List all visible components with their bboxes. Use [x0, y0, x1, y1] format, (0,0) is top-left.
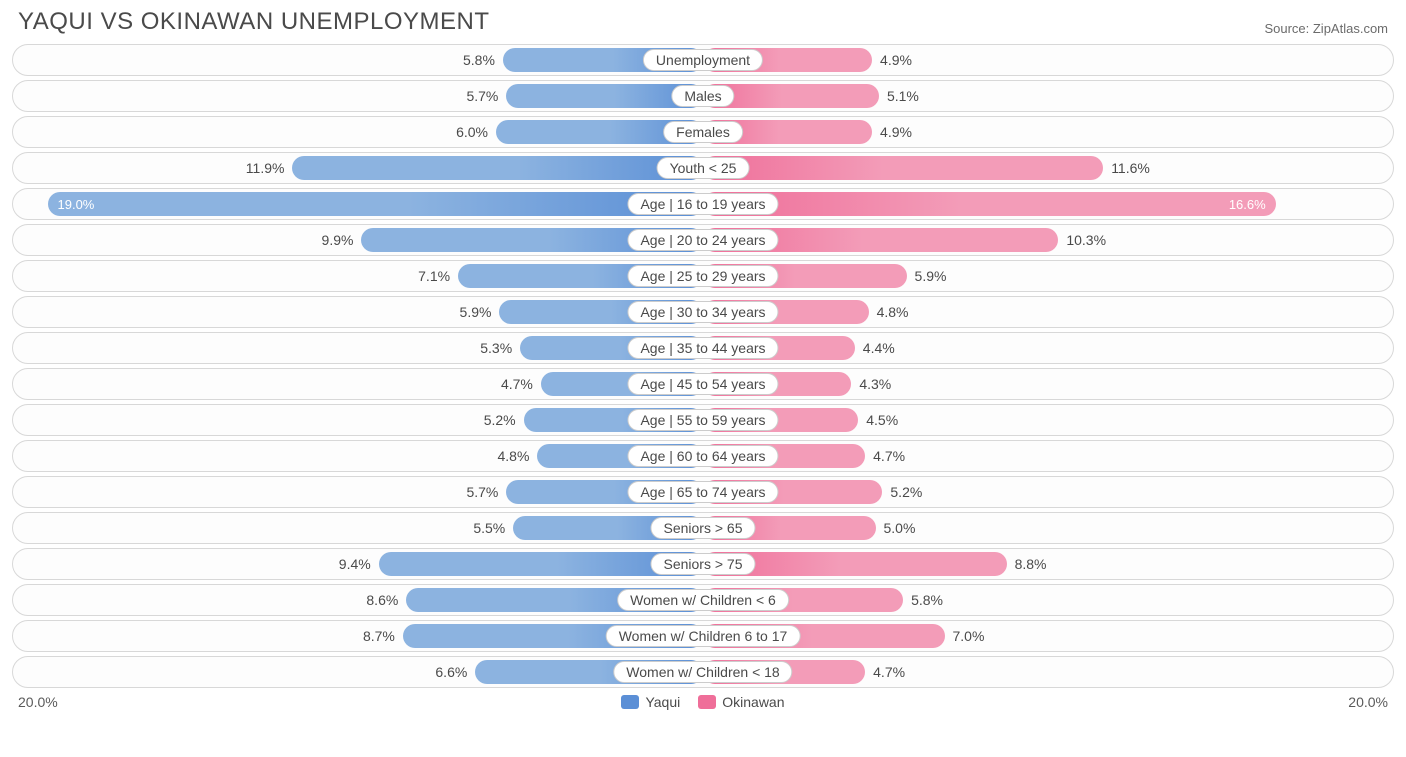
- bar-row: 9.9% 10.3% Age | 20 to 24 years: [12, 224, 1394, 256]
- axis-max-right: 20.0%: [1348, 694, 1388, 710]
- bar-row: 11.9%11.6%Youth < 25: [12, 152, 1394, 184]
- bar-row: 5.9% 4.8% Age | 30 to 34 years: [12, 296, 1394, 328]
- diverging-bar-chart: 5.8% 4.9% Unemployment 5.7% 5.1% Males 6.0% 4.9…: [12, 44, 1394, 688]
- bar-right-value: 4.9%: [872, 52, 912, 68]
- bar-right-value: 4.8%: [869, 304, 909, 320]
- bar-row: 5.5% 5.0% Seniors > 65: [12, 512, 1394, 544]
- category-label: Females: [663, 121, 743, 143]
- bar-left-value: 6.0%: [456, 124, 496, 140]
- bar-left: 11.9%: [292, 156, 703, 180]
- bar-right: 11.6%: [703, 156, 1103, 180]
- category-label: Age | 30 to 34 years: [627, 301, 778, 323]
- legend-swatch-right: [698, 695, 716, 709]
- bar-row: 6.6% 4.7% Women w/ Children < 18: [12, 656, 1394, 688]
- bar-right-value: 5.0%: [876, 520, 916, 536]
- bar-left-value: 9.4%: [339, 556, 379, 572]
- bar-left-value: 11.9%: [246, 160, 293, 176]
- bar-row: 5.2% 4.5% Age | 55 to 59 years: [12, 404, 1394, 436]
- bar-right-value: 5.1%: [879, 88, 919, 104]
- category-label: Seniors > 65: [651, 517, 756, 539]
- bar-right-value: 4.3%: [851, 376, 891, 392]
- bar-right-value: 4.9%: [872, 124, 912, 140]
- bar-row: 5.3% 4.4% Age | 35 to 44 years: [12, 332, 1394, 364]
- bar-row: 4.8% 4.7% Age | 60 to 64 years: [12, 440, 1394, 472]
- legend-label-right: Okinawan: [722, 694, 784, 710]
- bar-right-value: 4.5%: [858, 412, 898, 428]
- bar-right-value: 11.6%: [1103, 160, 1150, 176]
- category-label: Males: [671, 85, 734, 107]
- category-label: Age | 60 to 64 years: [627, 445, 778, 467]
- category-label: Unemployment: [643, 49, 763, 71]
- category-label: Women w/ Children < 6: [617, 589, 789, 611]
- bar-left-value: 7.1%: [418, 268, 458, 284]
- bar-left-value: 19.0%: [48, 197, 105, 212]
- chart-title: YAQUI VS OKINAWAN UNEMPLOYMENT: [18, 8, 490, 36]
- bar-left-value: 6.6%: [435, 664, 475, 680]
- chart-footer: 20.0% Yaqui Okinawan 20.0%: [12, 694, 1394, 710]
- category-label: Age | 55 to 59 years: [627, 409, 778, 431]
- bar-row: 5.8% 4.9% Unemployment: [12, 44, 1394, 76]
- bar-right-value: 4.4%: [855, 340, 895, 356]
- bar-row: 9.4% 8.8% Seniors > 75: [12, 548, 1394, 580]
- category-label: Age | 16 to 19 years: [627, 193, 778, 215]
- bar-left-value: 5.8%: [463, 52, 503, 68]
- bar-right-value: 7.0%: [945, 628, 985, 644]
- legend-item-right: Okinawan: [698, 694, 784, 710]
- category-label: Age | 35 to 44 years: [627, 337, 778, 359]
- bar-right-value: 16.6%: [1219, 197, 1276, 212]
- bar-right-value: 8.8%: [1007, 556, 1047, 572]
- bar-row: 4.7% 4.3% Age | 45 to 54 years: [12, 368, 1394, 400]
- bar-row: 19.0% 16.6% Age | 16 to 19 years: [12, 188, 1394, 220]
- bar-right-value: 5.2%: [882, 484, 922, 500]
- bar-left-value: 4.7%: [501, 376, 541, 392]
- bar-row: 8.7% 7.0% Women w/ Children 6 to 17: [12, 620, 1394, 652]
- category-label: Women w/ Children < 18: [613, 661, 792, 683]
- legend-swatch-left: [621, 695, 639, 709]
- bar-left: 19.0%: [48, 192, 704, 216]
- bar-left-value: 5.9%: [460, 304, 500, 320]
- category-label: Age | 20 to 24 years: [627, 229, 778, 251]
- bar-right: 16.6%: [703, 192, 1276, 216]
- legend-label-left: Yaqui: [645, 694, 680, 710]
- bar-row: 6.0% 4.9% Females: [12, 116, 1394, 148]
- chart-source: Source: ZipAtlas.com: [1264, 21, 1388, 36]
- bar-row: 7.1% 5.9% Age | 25 to 29 years: [12, 260, 1394, 292]
- legend: Yaqui Okinawan: [621, 694, 784, 710]
- bar-right-value: 10.3%: [1058, 232, 1106, 248]
- category-label: Age | 65 to 74 years: [627, 481, 778, 503]
- bar-left-value: 5.7%: [466, 484, 506, 500]
- bar-left-value: 5.5%: [473, 520, 513, 536]
- bar-row: 8.6% 5.8% Women w/ Children < 6: [12, 584, 1394, 616]
- bar-row: 5.7% 5.1% Males: [12, 80, 1394, 112]
- bar-left-value: 4.8%: [497, 448, 537, 464]
- bar-right-value: 4.7%: [865, 448, 905, 464]
- category-label: Women w/ Children 6 to 17: [606, 625, 801, 647]
- category-label: Seniors > 75: [651, 553, 756, 575]
- bar-left-value: 8.7%: [363, 628, 403, 644]
- chart-header: YAQUI VS OKINAWAN UNEMPLOYMENT Source: Z…: [12, 8, 1394, 36]
- bar-left-value: 9.9%: [322, 232, 362, 248]
- category-label: Youth < 25: [657, 157, 750, 179]
- category-label: Age | 45 to 54 years: [627, 373, 778, 395]
- axis-max-left: 20.0%: [18, 694, 58, 710]
- bar-left-value: 8.6%: [366, 592, 406, 608]
- bar-right-value: 5.8%: [903, 592, 943, 608]
- category-label: Age | 25 to 29 years: [627, 265, 778, 287]
- bar-left-value: 5.2%: [484, 412, 524, 428]
- bar-right-value: 5.9%: [907, 268, 947, 284]
- bar-left-value: 5.3%: [480, 340, 520, 356]
- bar-row: 5.7% 5.2% Age | 65 to 74 years: [12, 476, 1394, 508]
- legend-item-left: Yaqui: [621, 694, 680, 710]
- bar-right-value: 4.7%: [865, 664, 905, 680]
- bar-left-value: 5.7%: [466, 88, 506, 104]
